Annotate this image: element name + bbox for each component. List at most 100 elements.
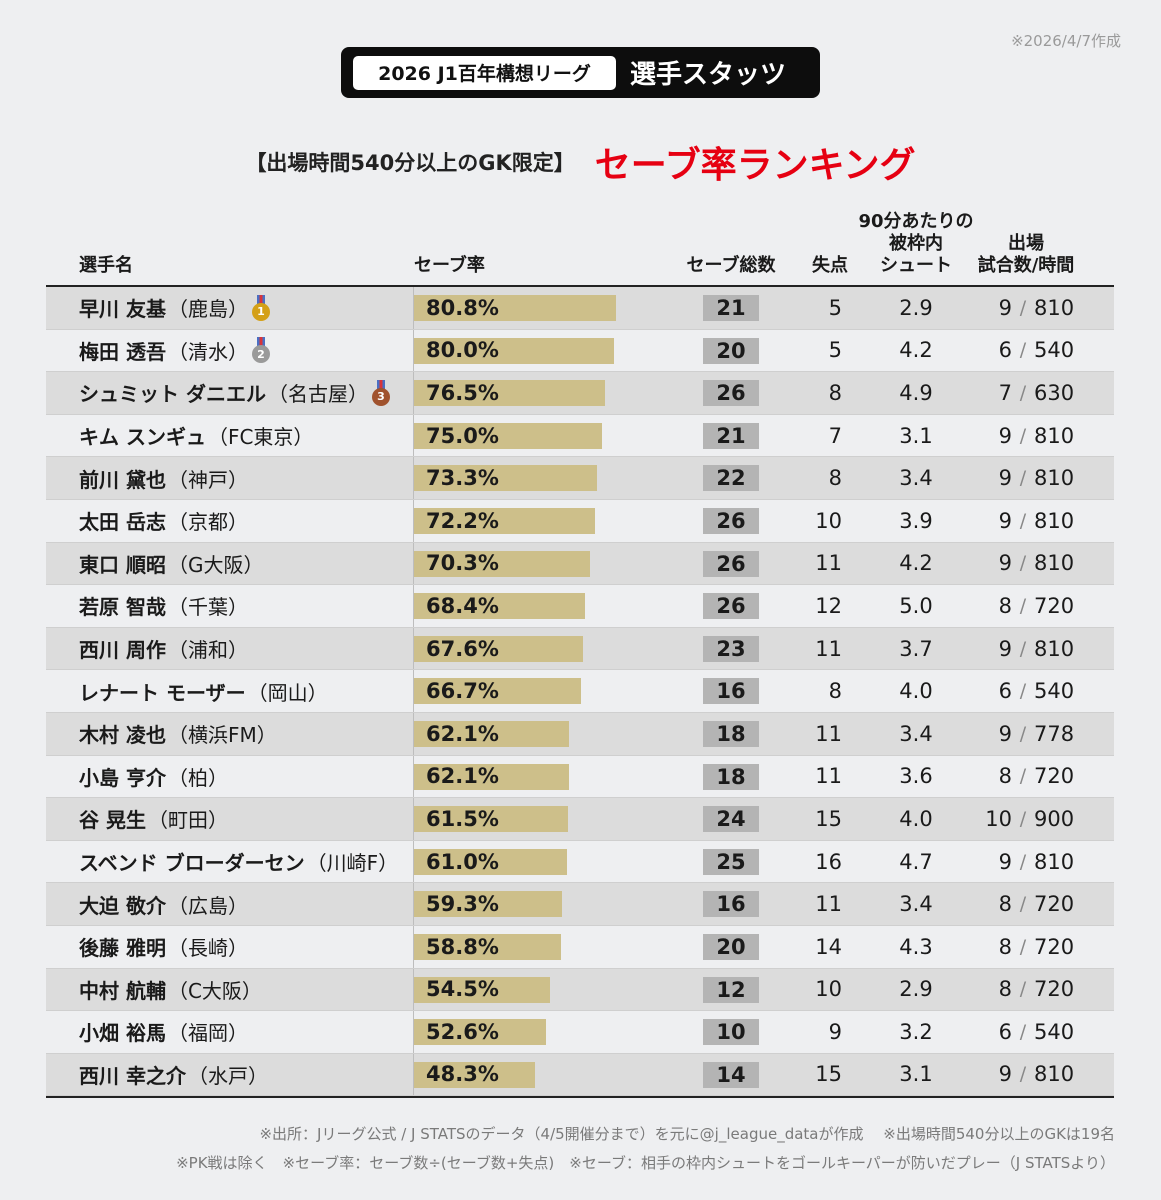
- player-cell: 若原 智哉 （千葉）: [79, 585, 248, 627]
- goals-against-value: 5: [828, 295, 842, 320]
- total-saves-value: 14: [703, 1061, 759, 1088]
- club-name: （水戸）: [187, 1063, 268, 1088]
- save-rate-value: 68.4%: [426, 593, 499, 618]
- save-rate-value: 48.3%: [426, 1062, 499, 1087]
- total-saves-value: 16: [703, 891, 759, 918]
- player-cell: 太田 岳志 （京都）: [79, 500, 248, 542]
- header-appearances: 出場 試合数/時間: [966, 233, 1086, 277]
- club-name: （広島）: [167, 893, 248, 918]
- column-divider: [413, 585, 414, 627]
- games-value: 6: [998, 338, 1012, 363]
- medal-ribbon: [256, 294, 265, 305]
- table-row: 西川 周作 （浦和） 67.6% 23 11 3.7 9 810 /: [46, 627, 1114, 671]
- goals-against-value: 11: [815, 892, 842, 917]
- shots-per90-value: 4.3: [899, 934, 933, 959]
- games-value: 9: [998, 508, 1012, 533]
- save-rate-bar: [414, 678, 581, 705]
- games-minutes-separator: /: [1019, 552, 1027, 575]
- save-rate-value: 67.6%: [426, 636, 499, 661]
- player-name: 梅田 透吾: [79, 339, 166, 364]
- table-row: 谷 晃生 （町田） 61.5% 24 15 4.0 10 900 /: [46, 798, 1114, 841]
- games-minutes-separator: /: [1019, 339, 1027, 362]
- header-shots-per90: 90分あたりの 被枠内 シュート: [856, 211, 976, 277]
- games-value: 6: [998, 679, 1012, 704]
- minutes-value: 810: [1034, 295, 1075, 320]
- total-saves-value: 21: [703, 422, 759, 449]
- player-name: 中村 航輔: [79, 978, 166, 1003]
- save-rate-bar: [414, 550, 590, 577]
- games-minutes-separator: /: [1019, 1020, 1027, 1043]
- goals-against-value: 16: [815, 849, 842, 874]
- shots-per90-value: 3.2: [899, 1019, 933, 1044]
- footnote-source: ※出所：Jリーグ公式 / J STATSのデータ（4/5開催分まで）を元に@j_…: [259, 1125, 1115, 1143]
- goals-against-value: 8: [828, 466, 842, 491]
- save-rate-value: 80.0%: [426, 338, 499, 363]
- save-rate-value: 59.3%: [426, 892, 499, 917]
- save-rate-value: 72.2%: [426, 508, 499, 533]
- goals-against-value: 5: [828, 338, 842, 363]
- games-value: 9: [998, 849, 1012, 874]
- goals-against-value: 12: [815, 593, 842, 618]
- minutes-value: 810: [1034, 636, 1075, 661]
- column-divider: [413, 712, 414, 755]
- save-rate-value: 58.8%: [426, 934, 499, 959]
- save-rate-bar: [414, 295, 616, 321]
- minutes-value: 540: [1034, 338, 1075, 363]
- games-value: 6: [998, 1019, 1012, 1044]
- table-row: 太田 岳志 （京都） 72.2% 26 10 3.9 9 810 /: [46, 499, 1114, 543]
- total-saves-value: 18: [703, 763, 759, 790]
- column-divider: [413, 1011, 414, 1053]
- player-cell: 中村 航輔 （C大阪）: [79, 969, 262, 1011]
- player-cell: シュミット ダニエル （名古屋） 3: [79, 372, 390, 414]
- save-rate-value: 61.0%: [426, 849, 499, 874]
- header-appearances-line: 出場: [1008, 233, 1044, 254]
- column-divider: [413, 499, 414, 542]
- table-row: 早川 友基 （鹿島） 1 80.8% 21 5 2.9 9 810 /: [46, 287, 1114, 330]
- player-name: 大迫 敬介: [79, 893, 166, 918]
- minutes-value: 900: [1034, 806, 1075, 831]
- shots-per90-value: 2.9: [899, 295, 933, 320]
- total-saves-value: 18: [703, 720, 759, 747]
- save-rate-value: 80.8%: [426, 295, 499, 320]
- games-value: 9: [998, 295, 1012, 320]
- games-value: 9: [998, 721, 1012, 746]
- total-saves-value: 16: [703, 678, 759, 705]
- games-value: 9: [998, 551, 1012, 576]
- column-divider: [413, 287, 414, 329]
- club-name: （町田）: [147, 808, 228, 833]
- save-rate-value: 62.1%: [426, 721, 499, 746]
- club-name: （C大阪）: [167, 978, 262, 1003]
- club-name: （名古屋）: [267, 382, 368, 407]
- column-divider: [413, 798, 414, 840]
- games-minutes-separator: /: [1019, 807, 1027, 830]
- minutes-value: 540: [1034, 1019, 1075, 1044]
- total-saves-value: 20: [703, 933, 759, 960]
- player-name: 小島 亨介: [79, 765, 166, 790]
- page-title: 選手スタッツ: [630, 60, 787, 90]
- player-name: レナート モーザー: [79, 680, 246, 705]
- minutes-value: 720: [1034, 593, 1075, 618]
- player-cell: 早川 友基 （鹿島） 1: [79, 287, 270, 329]
- save-rate-bar: [414, 635, 583, 662]
- total-saves-value: 26: [703, 550, 759, 577]
- save-rate-bar: [414, 337, 614, 364]
- club-name: （川崎F）: [306, 851, 399, 876]
- save-rate-value: 75.0%: [426, 423, 499, 448]
- player-cell: 前川 黛也 （神戸）: [79, 457, 248, 499]
- column-divider: [413, 755, 414, 798]
- player-name: 前川 黛也: [79, 467, 166, 492]
- player-name: 若原 智哉: [79, 595, 166, 620]
- medal-icon: 2: [251, 337, 270, 364]
- minutes-value: 810: [1034, 423, 1075, 448]
- save-rate-bar: [414, 1061, 535, 1088]
- save-rate-value: 61.5%: [426, 806, 499, 831]
- minutes-value: 720: [1034, 892, 1075, 917]
- save-rate-bar: [414, 380, 606, 407]
- total-saves-value: 26: [703, 593, 759, 620]
- player-name: 谷 晃生: [79, 808, 146, 833]
- shots-per90-value: 3.1: [899, 423, 933, 448]
- games-minutes-separator: /: [1019, 722, 1027, 745]
- table-row: 梅田 透吾 （清水） 2 80.0% 20 5 4.2 6 540 /: [46, 329, 1114, 373]
- minutes-value: 720: [1034, 764, 1075, 789]
- club-name: （神戸）: [167, 467, 248, 492]
